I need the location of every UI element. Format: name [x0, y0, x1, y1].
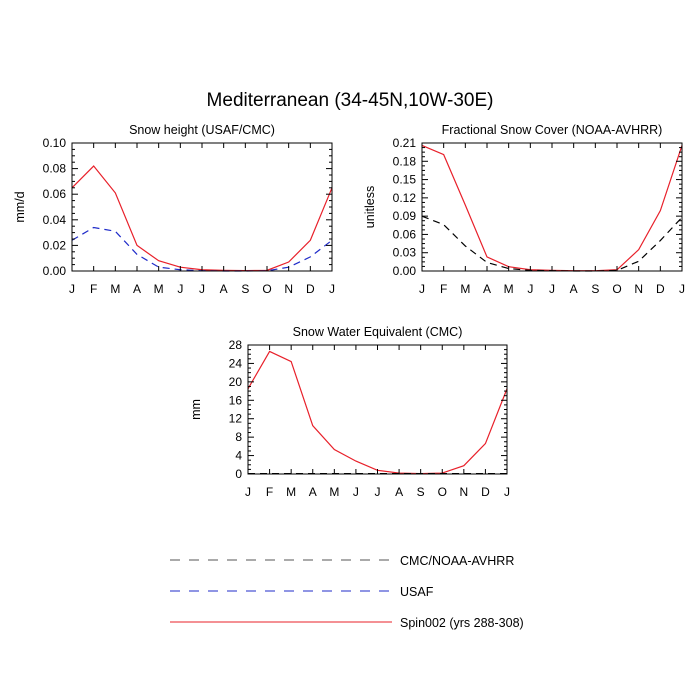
- series-line-spin002-yrs-288-308-: [247, 350, 508, 475]
- x-tick-label: A: [133, 282, 141, 296]
- x-tick-label: A: [220, 282, 228, 296]
- chart-panel-2: J F M A M J J A S O N D J0.000.030.060.090.120.150.1…: [363, 123, 685, 296]
- chart-title: Snow height (USAF/CMC): [129, 123, 275, 137]
- x-tick-label: A: [570, 282, 578, 296]
- x-tick-label: D: [306, 282, 315, 296]
- x-tick-label: S: [417, 485, 425, 499]
- y-axis-label: unitless: [363, 186, 377, 228]
- chart-title: Snow Water Equivalent (CMC): [293, 325, 463, 339]
- y-tick-label: 16: [229, 393, 243, 407]
- y-tick-label: 0.10: [43, 136, 67, 150]
- x-tick-label: N: [634, 282, 643, 296]
- x-tick-label: M: [110, 282, 120, 296]
- y-tick-label: 0.04: [43, 213, 67, 227]
- series-line-usaf: [71, 226, 333, 272]
- x-tick-label: D: [656, 282, 665, 296]
- x-tick-label: J: [375, 485, 381, 499]
- x-tick-label: S: [591, 282, 599, 296]
- legend-label: Spin002 (yrs 288-308): [400, 616, 524, 630]
- x-tick-label: A: [395, 485, 403, 499]
- x-tick-label: O: [612, 282, 621, 296]
- y-tick-label: 0.12: [393, 191, 417, 205]
- chart-panel-1: J F M A M J J A S O N D J0.000.020.040.060.080.10Sno…: [13, 123, 335, 296]
- y-tick-label: 0.09: [393, 209, 417, 223]
- x-tick-label: D: [481, 485, 490, 499]
- x-tick-label: M: [504, 282, 514, 296]
- x-tick-label: F: [90, 282, 97, 296]
- series-line-cmc-noaa-avhrr: [421, 215, 683, 272]
- x-tick-label: J: [353, 485, 359, 499]
- y-tick-label: 0.06: [43, 187, 67, 201]
- x-tick-label: J: [419, 282, 425, 296]
- x-tick-label: A: [309, 485, 317, 499]
- y-tick-label: 0.03: [393, 246, 417, 260]
- x-tick-label: J: [245, 485, 251, 499]
- y-tick-label: 20: [229, 375, 243, 389]
- y-tick-label: 0.15: [393, 173, 417, 187]
- x-tick-label: J: [177, 282, 183, 296]
- y-tick-label: 4: [235, 449, 242, 463]
- plot-frame: [421, 142, 683, 272]
- y-tick-label: 0.18: [393, 154, 417, 168]
- x-tick-label: F: [266, 485, 273, 499]
- y-tick-label: 12: [229, 412, 243, 426]
- x-tick-label: J: [679, 282, 685, 296]
- legend-label: USAF: [400, 585, 434, 599]
- x-tick-label: O: [262, 282, 271, 296]
- x-tick-label: S: [241, 282, 249, 296]
- y-tick-label: 0.08: [43, 162, 67, 176]
- x-tick-label: M: [460, 282, 470, 296]
- y-tick-label: 24: [229, 356, 243, 370]
- page-title: Mediterranean (34-45N,10W-30E): [206, 90, 494, 111]
- y-tick-label: 8: [235, 430, 242, 444]
- x-tick-label: O: [438, 485, 447, 499]
- x-tick-label: J: [504, 485, 510, 499]
- x-tick-label: J: [199, 282, 205, 296]
- y-tick-label: 0.21: [393, 136, 417, 150]
- plot-frame: [247, 344, 508, 475]
- series-line-spin002-yrs-288-308-: [421, 144, 683, 272]
- y-tick-label: 0: [235, 467, 242, 481]
- x-tick-label: J: [329, 282, 335, 296]
- x-tick-label: N: [284, 282, 293, 296]
- y-axis-label: mm: [189, 399, 203, 420]
- y-tick-label: 0.02: [43, 238, 67, 252]
- x-tick-label: J: [549, 282, 555, 296]
- y-tick-label: 28: [229, 338, 243, 352]
- x-tick-label: N: [459, 485, 468, 499]
- y-tick-label: 0.00: [393, 264, 417, 278]
- y-axis-label: mm/d: [13, 191, 27, 222]
- chart-title: Fractional Snow Cover (NOAA-AVHRR): [442, 123, 663, 137]
- x-tick-label: F: [440, 282, 447, 296]
- y-tick-label: 0.06: [393, 227, 417, 241]
- x-tick-label: M: [154, 282, 164, 296]
- x-tick-label: M: [329, 485, 339, 499]
- legend: CMC/NOAA-AVHRR USAF Spin002 (yrs 288-308): [170, 554, 524, 630]
- x-tick-label: M: [286, 485, 296, 499]
- series-line-spin002-yrs-288-308-: [71, 165, 333, 272]
- legend-label: CMC/NOAA-AVHRR: [400, 554, 514, 568]
- x-tick-label: A: [483, 282, 491, 296]
- y-tick-label: 0.00: [43, 264, 67, 278]
- x-tick-label: J: [527, 282, 533, 296]
- plot-frame: [71, 142, 333, 272]
- x-tick-label: J: [69, 282, 75, 296]
